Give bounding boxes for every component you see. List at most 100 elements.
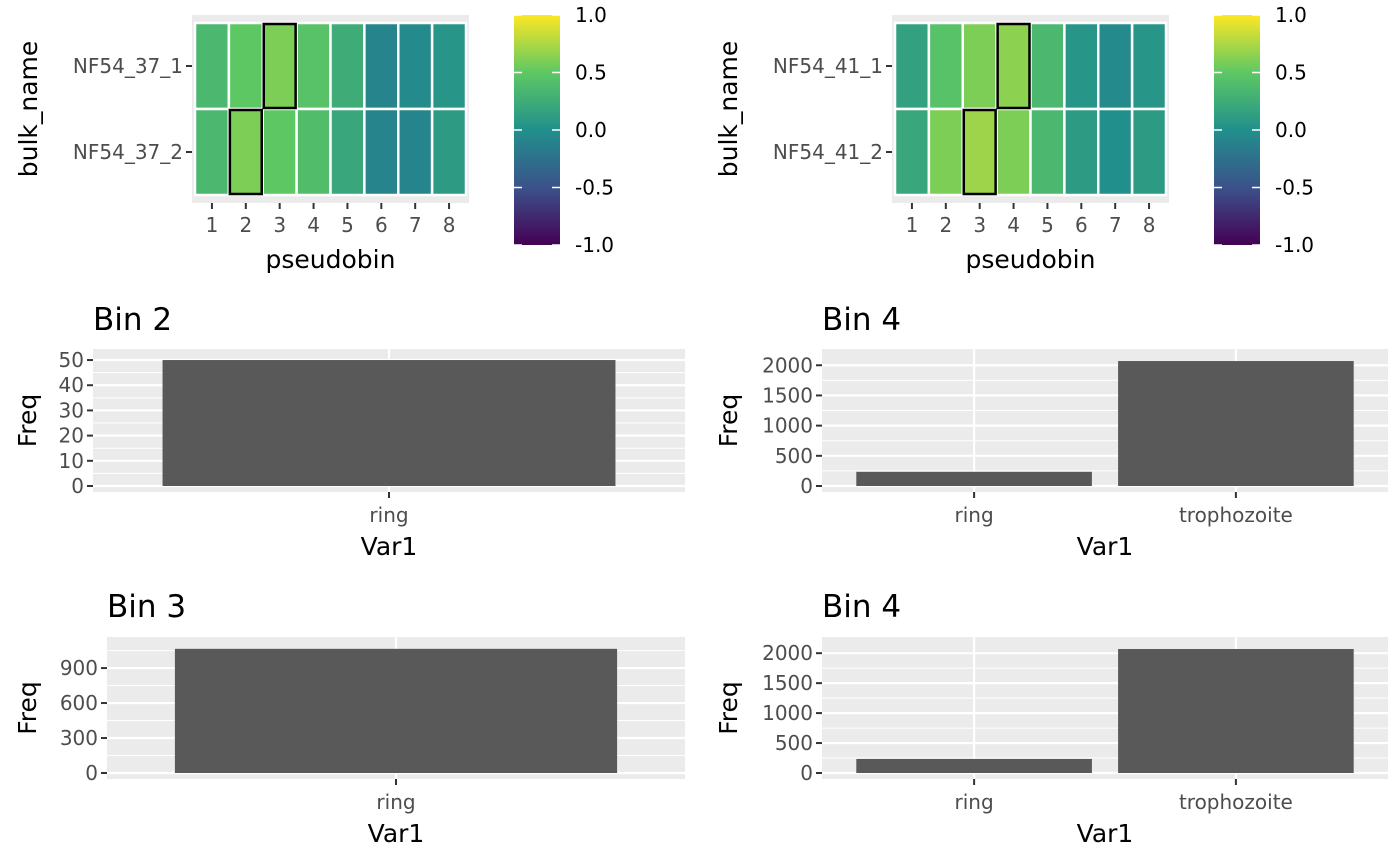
chart-title: Bin 2 bbox=[93, 302, 172, 338]
y-tick-label: 0 bbox=[85, 761, 98, 785]
y-tick-label: 0 bbox=[71, 474, 84, 498]
y-tick-label: 1500 bbox=[762, 383, 813, 407]
highlight-box bbox=[996, 22, 1031, 110]
x-tick-label: 3 bbox=[973, 213, 986, 237]
heatmap-cell bbox=[927, 107, 964, 197]
y-tick-label: 900 bbox=[60, 656, 98, 680]
heatmap-cell bbox=[261, 21, 298, 111]
x-tick-label: 2 bbox=[239, 213, 252, 237]
colorbar-label: 0.0 bbox=[575, 118, 607, 142]
y-tick-label: 50 bbox=[59, 348, 84, 372]
colorbar-label: -0.5 bbox=[575, 176, 614, 200]
x-axis-title: pseudobin bbox=[266, 245, 396, 274]
x-tick-label: ring bbox=[369, 503, 408, 527]
bar-ring bbox=[856, 758, 1092, 773]
x-tick-label: 6 bbox=[375, 213, 388, 237]
bar-ring bbox=[856, 471, 1092, 486]
heatmap-cell bbox=[397, 107, 434, 197]
heatmap-cell bbox=[1130, 107, 1168, 197]
x-tick-label: ring bbox=[955, 790, 994, 814]
heatmap-cell bbox=[363, 107, 400, 197]
x-tick-label: 4 bbox=[1007, 213, 1020, 237]
y-tick-label: 2000 bbox=[762, 353, 813, 377]
x-tick-label: ring bbox=[955, 503, 994, 527]
colorbar-label: 1.0 bbox=[575, 3, 607, 27]
bar-trophozoite bbox=[1118, 648, 1354, 773]
colorbar-label: -1.0 bbox=[575, 233, 614, 257]
heatmap-cell bbox=[995, 21, 1032, 111]
x-tick-label: 1 bbox=[206, 213, 219, 237]
y-axis-title: bulk_name bbox=[14, 41, 43, 178]
x-tick-label: 2 bbox=[939, 213, 952, 237]
highlight-box bbox=[962, 108, 997, 196]
heatmap-panel-2: NF54_41_1 NF54_41_2 1 2 3 4 5 6 7 8 pseudobin bulk_… bbox=[714, 3, 1314, 274]
heatmap-cell bbox=[430, 107, 468, 197]
x-axis-title: Var1 bbox=[361, 532, 418, 561]
y-axis-title: Freq bbox=[714, 681, 743, 735]
bar-ring bbox=[174, 648, 618, 773]
chart-title: Bin 4 bbox=[822, 589, 901, 625]
x-tick-label: 7 bbox=[1109, 213, 1122, 237]
heatmap-cell bbox=[927, 21, 964, 111]
x-tick-label: 3 bbox=[273, 213, 286, 237]
heatmap-cell bbox=[329, 107, 366, 197]
bar-chart-bin-3: ring 0 300 600 900 Bin 3 Var1 Freq bbox=[13, 589, 685, 848]
colorbar-label: 0.5 bbox=[1275, 61, 1307, 85]
y-axis-title: bulk_name bbox=[714, 41, 743, 178]
heatmap-cell bbox=[363, 21, 400, 111]
y-tick-label: 600 bbox=[60, 691, 98, 715]
x-tick-label: 8 bbox=[1143, 213, 1156, 237]
heatmap-cell bbox=[995, 107, 1032, 197]
heatmap-cell bbox=[1063, 107, 1100, 197]
x-tick-label: 6 bbox=[1075, 213, 1088, 237]
heatmap-cell bbox=[961, 21, 998, 111]
y-tick-label: 300 bbox=[60, 726, 98, 750]
y-tick-label: 10 bbox=[59, 449, 84, 473]
heatmap-cell bbox=[1097, 107, 1134, 197]
y-tick-label: NF54_37_2 bbox=[73, 140, 183, 164]
x-axis-title: Var1 bbox=[368, 819, 425, 848]
colorbar-label: 0.5 bbox=[575, 61, 607, 85]
highlight-box bbox=[228, 108, 263, 196]
heatmap-cell bbox=[1097, 21, 1134, 111]
colorbar-label: -1.0 bbox=[1275, 233, 1314, 257]
y-tick-label: NF54_41_2 bbox=[773, 140, 883, 164]
heatmap-cell bbox=[1063, 21, 1100, 111]
y-tick-label: 2000 bbox=[762, 641, 813, 665]
heatmap-cell bbox=[193, 107, 231, 197]
y-tick-label: 1000 bbox=[762, 414, 813, 438]
heatmap-cell bbox=[1130, 21, 1168, 111]
heatmap-cell bbox=[893, 107, 931, 197]
bar-chart-bin-4-top: ring trophozoite 0 500 1000 1500 2000 Bin 4 Var1… bbox=[714, 302, 1388, 561]
y-tick-label: 20 bbox=[59, 424, 84, 448]
colorbar-label: 0.0 bbox=[1275, 118, 1307, 142]
heatmap-panel-1: NF54_37_1 NF54_37_2 1 2 3 4 5 6 7 8 pseudobin bulk_… bbox=[14, 3, 614, 274]
bar-chart-bin-4-bottom: ring trophozoite 0 500 1000 1500 2000 Bin 4 Var1… bbox=[714, 589, 1388, 848]
y-tick-label: 1500 bbox=[762, 671, 813, 695]
y-axis-title: Freq bbox=[13, 681, 42, 735]
colorbar-label: 1.0 bbox=[1275, 3, 1307, 27]
heatmap-cell bbox=[295, 107, 332, 197]
y-axis-title: Freq bbox=[13, 394, 42, 448]
y-tick-label: 0 bbox=[800, 761, 813, 785]
x-tick-label: 8 bbox=[443, 213, 456, 237]
heatmap-cell bbox=[295, 21, 332, 111]
heatmap-cell bbox=[1029, 21, 1066, 111]
colorbar-label: -0.5 bbox=[1275, 176, 1314, 200]
chart-title: Bin 3 bbox=[107, 589, 186, 625]
x-tick-label: trophozoite bbox=[1179, 503, 1293, 527]
x-tick-label: trophozoite bbox=[1179, 790, 1293, 814]
x-tick-label: 1 bbox=[906, 213, 919, 237]
y-tick-label: 40 bbox=[59, 373, 84, 397]
x-axis-title: Var1 bbox=[1077, 532, 1134, 561]
y-tick-label: NF54_41_1 bbox=[773, 54, 883, 78]
heatmap-cell bbox=[227, 107, 264, 197]
heatmap-cell bbox=[261, 107, 298, 197]
x-axis-title: Var1 bbox=[1077, 819, 1134, 848]
x-tick-label: 4 bbox=[307, 213, 320, 237]
heatmap-cell bbox=[430, 21, 468, 111]
heatmap-cell bbox=[961, 107, 998, 197]
heatmap-cell bbox=[227, 21, 264, 111]
bar-trophozoite bbox=[1118, 361, 1354, 486]
y-tick-label: 500 bbox=[775, 444, 813, 468]
